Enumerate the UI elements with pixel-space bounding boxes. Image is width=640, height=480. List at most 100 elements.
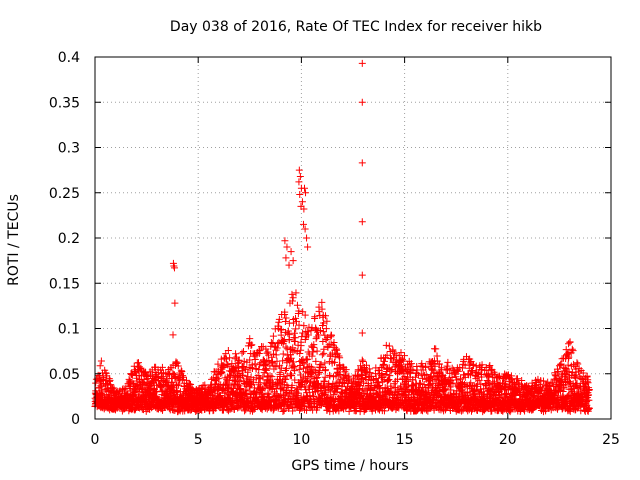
- data-point: [239, 347, 247, 355]
- data-point: [201, 381, 209, 389]
- data-point: [316, 326, 324, 334]
- data-point: [173, 359, 181, 367]
- data-point: [289, 358, 297, 366]
- data-point: [568, 345, 576, 353]
- data-point: [286, 356, 294, 364]
- data-point: [282, 314, 290, 322]
- data-point: [561, 364, 569, 372]
- data-point: [358, 98, 366, 106]
- data-point: [385, 342, 393, 350]
- data-point: [321, 373, 329, 381]
- data-point: [469, 360, 477, 368]
- data-point: [559, 388, 567, 396]
- data-point: [272, 351, 280, 359]
- data-point: [290, 319, 298, 327]
- data-point: [446, 383, 454, 391]
- x-tick-label: 5: [194, 432, 203, 448]
- data-point: [548, 379, 556, 387]
- data-point: [418, 360, 426, 368]
- data-point: [295, 166, 303, 174]
- chart-title: Day 038 of 2016, Rate Of TEC Index for r…: [170, 19, 542, 35]
- data-point: [333, 346, 341, 354]
- data-point: [401, 379, 409, 387]
- data-point: [280, 407, 288, 415]
- data-point: [321, 359, 329, 367]
- data-point: [381, 357, 389, 365]
- data-point: [293, 301, 301, 309]
- data-point: [441, 374, 449, 382]
- data-point: [399, 357, 407, 365]
- data-point: [564, 361, 572, 369]
- data-point: [285, 261, 293, 269]
- data-point: [315, 369, 323, 377]
- data-point: [224, 361, 232, 369]
- data-point: [403, 383, 411, 391]
- data-point: [169, 331, 177, 339]
- data-point: [380, 407, 388, 415]
- data-point: [284, 327, 292, 335]
- data-point: [478, 361, 486, 369]
- data-point: [362, 361, 370, 369]
- data-point: [300, 205, 308, 213]
- data-point: [249, 376, 257, 384]
- data-point: [518, 377, 526, 385]
- data-point: [292, 289, 300, 297]
- data-point: [334, 382, 342, 390]
- data-point: [513, 375, 521, 383]
- data-point: [283, 365, 291, 373]
- data-point: [170, 264, 178, 272]
- data-point: [322, 312, 330, 320]
- data-point: [300, 360, 308, 368]
- data-point: [569, 347, 577, 355]
- data-point: [330, 339, 338, 347]
- data-point: [441, 381, 449, 389]
- data-point: [297, 342, 305, 350]
- data-point: [407, 360, 415, 368]
- data-point: [289, 257, 297, 265]
- data-point: [360, 379, 368, 387]
- data-point: [384, 377, 392, 385]
- data-point: [449, 379, 457, 387]
- data-point: [171, 299, 179, 307]
- data-point: [563, 350, 571, 358]
- data-point: [300, 322, 308, 330]
- data-point: [356, 381, 364, 389]
- data-point: [486, 381, 494, 389]
- data-point: [358, 329, 366, 337]
- data-point: [420, 371, 428, 379]
- y-tick-label: 0.3: [58, 141, 80, 157]
- data-point: [328, 395, 336, 403]
- data-point: [358, 356, 366, 364]
- data-point: [486, 361, 494, 369]
- data-point: [281, 237, 289, 245]
- data-point: [311, 313, 319, 321]
- data-point: [352, 407, 360, 415]
- y-tick-label: 0.1: [58, 322, 80, 338]
- data-point: [269, 332, 277, 340]
- data-point: [94, 371, 102, 379]
- data-point: [139, 381, 147, 389]
- data-point: [473, 386, 481, 394]
- data-point: [268, 373, 276, 381]
- data-point: [237, 384, 245, 392]
- y-tick-label: 0.35: [49, 95, 80, 111]
- data-point: [255, 366, 263, 374]
- data-point: [320, 378, 328, 386]
- data-point: [291, 367, 299, 375]
- data-point: [265, 357, 273, 365]
- data-point: [290, 329, 298, 337]
- data-point: [314, 388, 322, 396]
- x-tick-label: 15: [396, 432, 414, 448]
- data-point: [281, 318, 289, 326]
- data-point: [299, 329, 307, 337]
- data-point: [247, 342, 255, 350]
- data-point: [574, 360, 582, 368]
- data-point: [565, 353, 573, 361]
- data-point: [275, 318, 283, 326]
- data-point: [447, 386, 455, 394]
- data-point: [303, 377, 311, 385]
- data-point: [330, 358, 338, 366]
- data-point: [326, 372, 334, 380]
- data-point: [453, 376, 461, 384]
- data-point: [478, 373, 486, 381]
